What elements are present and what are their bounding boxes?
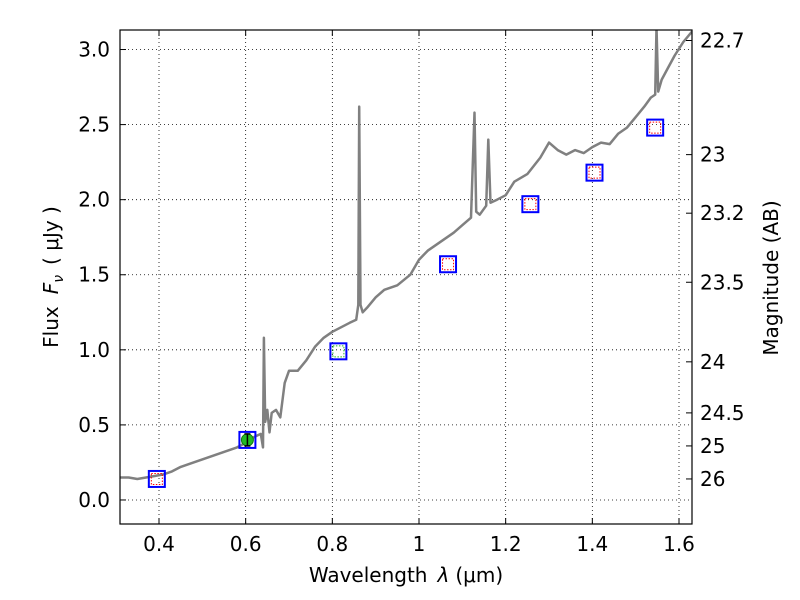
- y-tick-label: 1.5: [78, 263, 110, 287]
- plot-frame: [119, 29, 693, 525]
- y-tick-label: 0.5: [78, 413, 110, 437]
- x-axis-title: Wavelength λ (μm): [309, 563, 503, 587]
- markers: [147, 118, 665, 488]
- y2-tick-label: 24.5: [700, 401, 745, 425]
- grid: [120, 30, 692, 524]
- y-axis-title: FluxFν( μJy ): [39, 206, 67, 348]
- model-photometry-marker: [585, 163, 604, 182]
- y-tick-label: 3.0: [78, 38, 110, 62]
- y-tick-label: 1.0: [78, 338, 110, 362]
- plot-area: [120, 30, 692, 481]
- x-tick-label: 1.2: [490, 532, 522, 556]
- observed-limit-marker: [524, 198, 537, 211]
- x-tick-label: 1.4: [576, 532, 608, 556]
- x-tick-label: 0.4: [143, 532, 175, 556]
- y2-tick-label: 22.7: [700, 29, 745, 53]
- y2-tick-label: 25: [700, 434, 725, 458]
- y2-tick-label: 23.5: [700, 270, 745, 294]
- y2-tick-label: 23.2: [700, 201, 745, 225]
- x-tick-label: 0.6: [230, 532, 262, 556]
- model-photometry-marker: [521, 195, 540, 214]
- observed-limit-marker: [588, 166, 601, 179]
- model-photometry-marker: [646, 118, 665, 137]
- observed-limit-marker: [442, 258, 455, 271]
- x-tick-label: 1.6: [663, 532, 695, 556]
- y2-tick-label: 24: [700, 350, 725, 374]
- y2-axis-title: Magnitude (AB): [759, 200, 783, 355]
- y-tick-label: 2.0: [78, 188, 110, 212]
- other-marker: [332, 345, 345, 358]
- y-tick-label: 2.5: [78, 113, 110, 137]
- ticks: 0.4 0.6 0.8 1 1.2 1.4 1.6 0.0 0.5 1.0 1.5 2.0 2.5 3.0…: [78, 29, 744, 556]
- model-photometry-marker: [238, 430, 257, 449]
- model-photometry-marker: [329, 342, 348, 361]
- model-photometry-marker: [439, 255, 458, 274]
- y2-tick-label: 26: [700, 467, 725, 491]
- x-tick-label: 1: [413, 532, 426, 556]
- model-photometry-marker: [147, 469, 166, 488]
- spectrum-line: [120, 30, 692, 481]
- y-tick-label: 0.0: [78, 488, 110, 512]
- observed-limit-marker: [649, 121, 662, 134]
- x-tick-label: 0.8: [316, 532, 348, 556]
- y2-tick-label: 23: [700, 143, 725, 167]
- observed-limit-marker: [150, 472, 163, 485]
